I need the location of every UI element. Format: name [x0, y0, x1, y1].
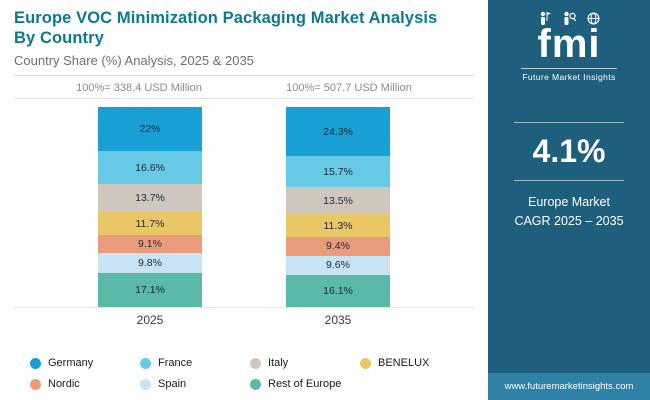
bar-segment-label: 9.1%	[138, 238, 162, 251]
bar-segment-label: 9.6%	[326, 259, 350, 272]
year-label-2035: 2035	[324, 313, 352, 328]
bar-segment-italy: 13.7%	[98, 184, 202, 212]
bar-segment-nordic: 9.4%	[286, 236, 390, 256]
legend-label: France	[158, 357, 193, 369]
bar-segment-label: 15.7%	[323, 165, 353, 178]
bar-2035: 24.3% 15.7% 13.5% 11.3% 9.4% 9.6% 16.1%	[286, 107, 390, 307]
legend-item-nordic: Nordic	[30, 378, 140, 390]
bar-segment-germany: 22%	[98, 107, 202, 152]
bar-segment-spain: 9.8%	[98, 253, 202, 273]
total-label-2035: 100%= 507.7 USD Million	[286, 82, 412, 95]
bar-segment-label: 22%	[139, 123, 161, 136]
cagr-divider-top	[514, 122, 624, 123]
legend-swatch	[30, 357, 41, 369]
page-title: Europe VOC Minimization Packaging Market…	[14, 9, 438, 48]
bar-segment-label: 13.7%	[135, 192, 165, 205]
legend-label: Spain	[158, 378, 187, 390]
fmi-logo: fmi Future Market Insights	[521, 10, 617, 82]
cagr-block: 4.1% Europe Market CAGR 2025 – 2035	[514, 122, 624, 231]
legend-item-benelux: BENELUX	[360, 357, 480, 369]
legend-swatch	[140, 378, 151, 390]
legend-label: BENELUX	[378, 357, 430, 369]
person-magnifier-icon	[563, 11, 576, 25]
bar-segment-label: 13.5%	[323, 194, 353, 207]
header-divider	[14, 75, 474, 77]
bar-segment-benelux: 11.3%	[286, 214, 390, 237]
legend-item-italy: Italy	[250, 357, 360, 369]
chart-legend: Germany France Italy BENELUX Nordic Spain Rest…	[30, 357, 474, 390]
logo-divider	[521, 68, 617, 69]
totals-row: 100%= 338.4 USD Million 100%= 507.7 USD …	[14, 82, 474, 94]
bar-segment-rest-of-europe: 17.1%	[98, 273, 202, 308]
x-axis-labels: 2025 2035	[14, 313, 474, 327]
legend-item-france: France	[140, 357, 250, 369]
bar-segment-label: 9.8%	[138, 257, 162, 270]
website-link[interactable]: www.futuremarketinsights.com	[504, 381, 634, 392]
cagr-label-line2: CAGR 2025 – 2035	[514, 213, 624, 228]
bar-segment-label: 9.4%	[326, 240, 350, 253]
bar-segment-benelux: 11.7%	[98, 211, 202, 236]
cagr-value: 4.1%	[532, 133, 606, 169]
cagr-label: Europe Market CAGR 2025 – 2035	[514, 193, 623, 231]
legend-item-germany: Germany	[30, 357, 140, 369]
legend-swatch	[360, 357, 371, 369]
bar-segment-label: 11.3%	[323, 219, 353, 232]
bar-segment-label: 16.1%	[323, 284, 353, 297]
bar-segment-label: 17.1%	[135, 284, 165, 297]
legend-label: Italy	[268, 357, 289, 369]
bar-segment-france: 16.6%	[98, 151, 202, 185]
legend-item-spain: Spain	[140, 378, 250, 390]
legend-swatch	[250, 378, 261, 390]
bar-segment-label: 24.3%	[323, 125, 353, 138]
chart-panel: Europe VOC Minimization Packaging Market…	[0, 0, 488, 390]
legend-label: Rest of Europe	[268, 378, 342, 390]
bar-segment-label: 16.6%	[135, 161, 165, 174]
globe-icon	[586, 12, 600, 25]
bar-segment-nordic: 9.1%	[98, 235, 202, 254]
plot-area: 22% 16.6% 13.7% 11.7% 9.1% 9.8% 17.1% 24.3% 15.…	[14, 98, 474, 309]
bar-segment-label: 11.7%	[135, 217, 165, 230]
bar-segment-france: 15.7%	[286, 155, 390, 188]
total-label-2025: 100%= 338.4 USD Million	[76, 82, 202, 95]
bar-segment-italy: 13.5%	[286, 187, 390, 215]
brand-sidebar: fmi Future Market Insights 4.1% Europe M…	[488, 0, 650, 400]
legend-swatch	[140, 357, 151, 369]
bar-segment-rest-of-europe: 16.1%	[286, 274, 390, 307]
person-flag-icon	[540, 11, 551, 25]
legend-label: Germany	[48, 357, 94, 369]
chart-header: Europe VOC Minimization Packaging Market…	[0, 0, 488, 77]
bar-2025: 22% 16.6% 13.7% 11.7% 9.1% 9.8% 17.1%	[98, 107, 202, 308]
legend-swatch	[30, 378, 41, 390]
cagr-divider-bottom	[514, 180, 624, 181]
sidebar-footer: www.futuremarketinsights.com	[488, 373, 650, 400]
page-subtitle: Country Share (%) Analysis, 2025 & 2035	[14, 53, 254, 69]
logo-wordmark: fmi	[537, 22, 601, 66]
legend-swatch	[250, 357, 261, 369]
stacked-bar-chart: 100%= 338.4 USD Million 100%= 507.7 USD …	[0, 76, 488, 349]
legend-label: Nordic	[48, 378, 80, 390]
cagr-label-line1: Europe Market	[528, 195, 610, 209]
logo-figures-icon	[538, 10, 601, 26]
year-label-2025: 2025	[136, 313, 164, 328]
legend-item-rest-of-europe: Rest of Europe	[250, 378, 360, 390]
logo-company-name: Future Market Insights	[522, 72, 616, 82]
bar-segment-spain: 9.6%	[286, 255, 390, 275]
bar-segment-germany: 24.3%	[286, 107, 390, 156]
